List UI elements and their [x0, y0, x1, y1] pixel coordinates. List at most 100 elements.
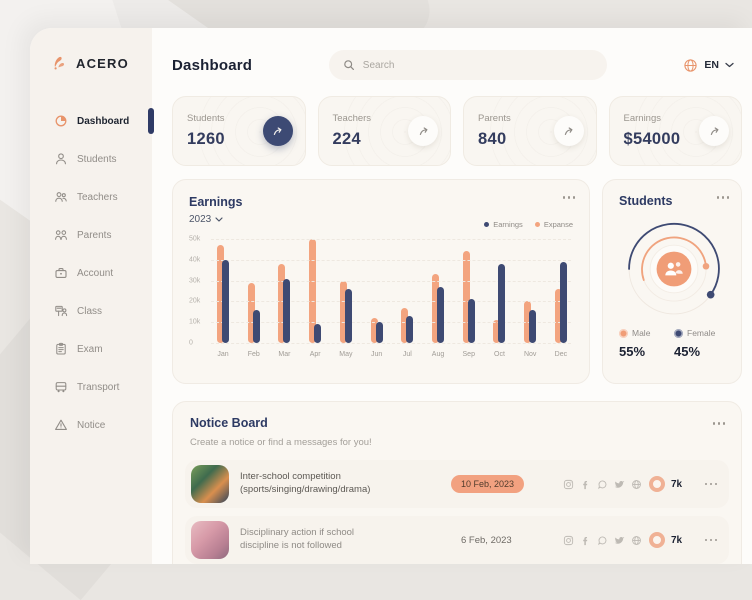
web-icon[interactable]: [631, 535, 642, 546]
views-ring-icon: [649, 476, 665, 492]
search-icon: [343, 59, 355, 71]
stat-detail-button[interactable]: [699, 116, 729, 146]
stat-detail-button[interactable]: [408, 116, 438, 146]
notice-row[interactable]: Inter-school competition (sports/singing…: [185, 460, 729, 508]
language-code: EN: [704, 59, 719, 71]
earnings-chart-card: Earnings 2023 Earnings Expanse 50k 40k 30k…: [172, 179, 590, 384]
sidebar-item-dashboard[interactable]: Dashboard: [30, 102, 154, 140]
notice-row[interactable]: Disciplinary action if school discipline…: [185, 516, 729, 564]
sidebar-item-students[interactable]: Students: [30, 140, 152, 178]
chart-legend: Earnings Expanse: [484, 220, 573, 229]
sidebar-item-label: Notice: [77, 419, 106, 431]
chat-icon[interactable]: [597, 535, 608, 546]
sidebar-item-label: Students: [77, 153, 117, 165]
notice-date-badge: 10 Feb, 2023: [451, 475, 525, 493]
notice-date: 6 Feb, 2023: [461, 534, 512, 546]
sidebar-item-transport[interactable]: Transport: [30, 368, 152, 406]
bar-earnings-mar: [283, 278, 291, 343]
chart-plot-area: [211, 239, 571, 344]
teacher-icon: [54, 190, 68, 204]
exam-icon: [54, 342, 68, 356]
stat-detail-button[interactable]: [262, 116, 293, 146]
app-logo: ACERO: [30, 54, 152, 72]
bar-group-apr: [307, 239, 323, 343]
instagram-icon[interactable]: [563, 535, 574, 546]
chat-icon[interactable]: [597, 479, 608, 490]
notice-row-menu-button[interactable]: [703, 479, 720, 490]
bar-expanse-jan: [217, 245, 224, 343]
sidebar-item-account[interactable]: Account: [30, 254, 152, 292]
sidebar-item-parents[interactable]: Parents: [30, 216, 152, 254]
bar-group-aug: [430, 239, 446, 343]
search-bar[interactable]: [328, 50, 607, 80]
students-gauge-chart: [619, 210, 729, 328]
female-legend: Female: [674, 328, 729, 338]
bar-chart: 50k 40k 30k 20k 10k 0: [189, 236, 575, 347]
search-input[interactable]: [362, 59, 593, 71]
year-value: 2023: [189, 214, 212, 225]
students-chart-card: Students: [602, 179, 742, 384]
year-dropdown[interactable]: 2023: [189, 214, 223, 225]
notice-title: Inter-school competition (sports/singing…: [240, 471, 371, 495]
notice-views: 7k: [649, 532, 693, 548]
notice-row-menu-button[interactable]: [703, 535, 720, 546]
bar-expanse-jul: [401, 307, 409, 343]
facebook-icon[interactable]: [580, 479, 591, 490]
twitter-icon[interactable]: [614, 479, 625, 490]
sidebar-item-label: Exam: [77, 343, 103, 355]
page-title: Dashboard: [172, 56, 253, 74]
instagram-icon[interactable]: [563, 479, 574, 490]
stat-detail-button[interactable]: [553, 116, 584, 146]
web-icon[interactable]: [631, 479, 642, 490]
students-legend: Male Female: [619, 328, 729, 338]
bar-earnings-jun: [375, 322, 383, 343]
bar-earnings-apr: [314, 324, 322, 343]
facebook-icon[interactable]: [580, 535, 591, 546]
bar-group-dec: [553, 239, 569, 343]
stat-label: Earnings: [623, 113, 662, 124]
gridline: [211, 239, 571, 240]
stat-label: Students: [187, 113, 225, 124]
notice-board-title: Notice Board: [190, 416, 268, 430]
bar-group-oct: [491, 239, 507, 343]
x-tick-label: Mar: [278, 351, 291, 358]
bar-expanse-aug: [432, 274, 440, 343]
y-tick-label: 0: [189, 339, 193, 347]
views-ring-icon: [649, 532, 665, 548]
stat-card-parents: Parents 840: [463, 96, 597, 166]
students-menu-button[interactable]: [715, 192, 732, 203]
bar-group-sep: [461, 239, 477, 343]
sidebar-item-notice[interactable]: Notice: [30, 406, 152, 444]
bar-expanse-may: [339, 280, 347, 343]
gridline: [211, 343, 571, 344]
earnings-menu-button[interactable]: [561, 192, 578, 203]
legend-item-expanse: Expanse: [534, 220, 573, 229]
bar-expanse-feb: [247, 282, 255, 343]
language-selector[interactable]: EN: [683, 58, 742, 73]
send-arrow-icon: [271, 125, 284, 138]
gridline: [211, 280, 571, 282]
sidebar-item-exam[interactable]: Exam: [30, 330, 152, 368]
notice-social-icons: [563, 535, 649, 546]
sidebar-item-label: Account: [77, 267, 114, 279]
sidebar: ACERO Dashboard Students Teachers Parent…: [30, 28, 154, 564]
dashboard-icon: [54, 114, 68, 128]
bar-group-jan: [215, 239, 231, 343]
warning-icon: [54, 418, 68, 432]
sidebar-item-class[interactable]: Class: [30, 292, 152, 330]
x-tick-label: Aug: [431, 351, 445, 358]
notice-board-menu-button[interactable]: [711, 418, 728, 429]
male-value: 55%: [619, 344, 646, 359]
chart-y-axis: 50k 40k 30k 20k 10k 0: [189, 236, 211, 347]
legend-dot-icon: [534, 222, 540, 227]
notice-list: Inter-school competition (sports/singing…: [185, 460, 729, 564]
sidebar-item-teachers[interactable]: Teachers: [30, 178, 152, 216]
twitter-icon[interactable]: [614, 535, 625, 546]
top-bar: Dashboard EN: [172, 44, 742, 86]
send-arrow-icon: [708, 125, 721, 138]
gridline: [211, 259, 571, 261]
bar-group-feb: [246, 239, 262, 343]
bar-expanse-sep: [462, 251, 470, 343]
x-tick-label: Oct: [494, 351, 505, 358]
bar-group-may: [338, 239, 354, 343]
